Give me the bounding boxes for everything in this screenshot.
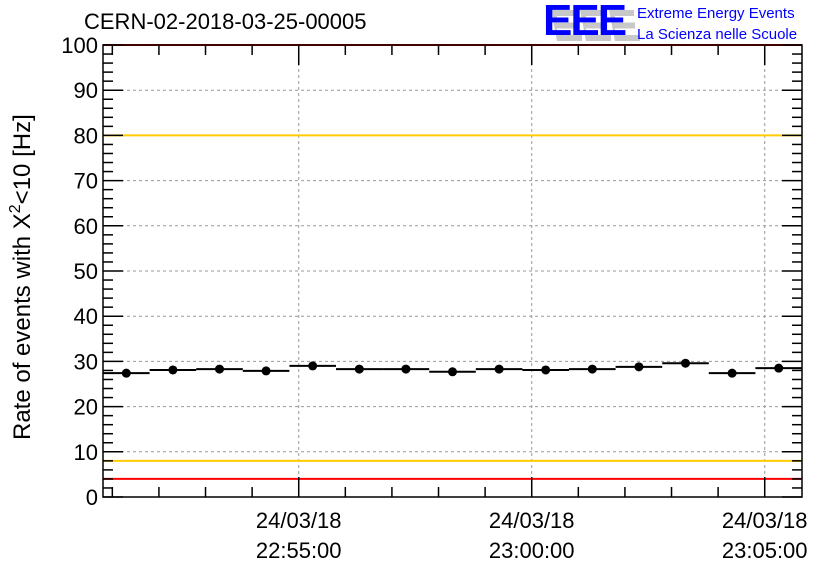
data-point (354, 364, 364, 374)
x-tick-time: 22:55:00 (256, 538, 342, 563)
plot-frame (102, 44, 803, 498)
logo-shadow-letter (580, 10, 611, 41)
y-tick-label: 80 (74, 123, 98, 148)
y-tick-label: 40 (74, 304, 98, 329)
data-point (448, 367, 457, 377)
data-point (634, 362, 644, 372)
chart-title: CERN-02-2018-03-25-00005 (84, 9, 367, 34)
x-tick-date: 24/03/18 (722, 508, 808, 533)
eee-logo: EEE Extreme Energy Events La Scienza nel… (543, 0, 797, 45)
logo-line2: La Scienza nelle Scuole (637, 26, 797, 43)
data-point (401, 364, 411, 374)
y-tick-label: 20 (74, 395, 98, 420)
x-tick-time: 23:00:00 (489, 538, 575, 563)
y-tick-label: 60 (74, 214, 98, 239)
data-point (308, 361, 318, 371)
logo-shadow-letter (609, 10, 640, 41)
x-tick-date: 24/03/18 (256, 508, 342, 533)
x-tick-date: 24/03/18 (489, 508, 575, 533)
data-point (774, 363, 784, 373)
y-tick-label: 90 (74, 78, 98, 103)
data-point (168, 365, 178, 375)
y-tick-label: 100 (61, 33, 98, 58)
data-point (215, 364, 224, 374)
data-point (681, 358, 690, 368)
y-tick-label: 0 (86, 485, 98, 510)
logo-shadow (551, 10, 640, 41)
y-axis-label: Rate of events with X2<10 [Hz] (7, 114, 36, 440)
data-point (494, 364, 504, 374)
data-point (587, 364, 597, 374)
data-point (261, 366, 271, 376)
y-tick-label: 30 (74, 349, 98, 374)
data-point (121, 368, 131, 378)
y-tick-label: 10 (74, 440, 98, 465)
y-tick-label: 70 (74, 169, 98, 194)
x-tick-time: 23:05:00 (722, 538, 808, 563)
logo-shadow-letter (551, 10, 582, 41)
logo-line1: Extreme Energy Events (637, 5, 795, 22)
y-tick-label: 50 (74, 259, 98, 284)
data-point (541, 365, 551, 375)
data-point (727, 368, 737, 378)
logo-mark: EEE (543, 0, 626, 45)
